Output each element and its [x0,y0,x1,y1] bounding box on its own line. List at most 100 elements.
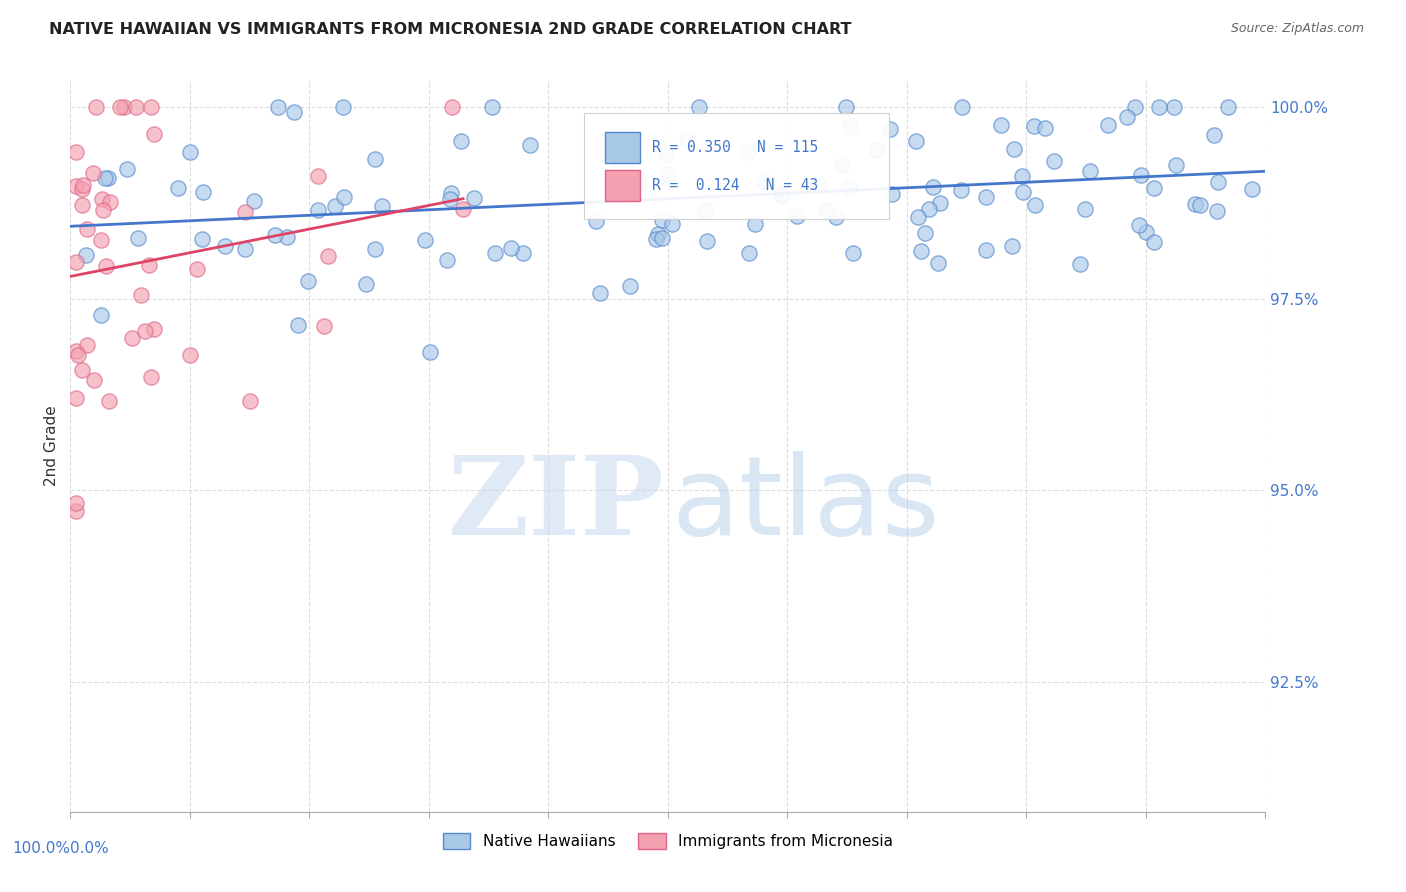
Point [179,347,201,361]
Point [91,192,114,206]
Text: atlas: atlas [672,451,941,558]
Point [914,226,936,240]
Point [1135,225,1157,239]
Point [928,196,950,211]
Point [1001,238,1024,252]
Bar [605,170,640,201]
Point [838,180,860,194]
Point [1123,100,1146,114]
Point [619,169,641,184]
Point [451,202,474,216]
Point [1024,198,1046,212]
Point [1202,128,1225,142]
Point [1143,180,1166,194]
Point [693,203,716,218]
Point [644,232,666,246]
Point [904,134,927,148]
Point [314,319,336,334]
Point [481,100,503,114]
Point [65,178,87,193]
Point [90,308,112,322]
Point [1163,100,1185,114]
Point [186,261,208,276]
Point [949,183,972,197]
Point [94,171,117,186]
Point [1097,118,1119,132]
Point [661,218,683,232]
Point [70,181,93,195]
Text: R =  0.124   N = 43: R = 0.124 N = 43 [652,178,818,193]
Point [950,100,973,114]
Point [243,194,266,208]
Point [1189,198,1212,212]
Point [283,105,305,120]
Point [1206,204,1229,219]
Point [512,245,534,260]
Point [419,345,441,359]
Point [214,238,236,252]
Point [333,190,356,204]
Point [927,255,949,269]
Point [519,137,541,152]
Point [770,188,793,202]
Point [1116,110,1139,124]
Point [66,348,89,362]
Point [76,222,98,236]
Point [1184,197,1206,211]
Point [1147,100,1170,114]
Point [143,127,166,141]
Point [65,255,87,269]
Point [267,100,290,114]
Point [82,166,104,180]
Point [76,338,98,352]
Point [65,392,87,406]
Point [737,145,759,159]
Point [287,318,309,332]
Point [439,186,461,200]
Point [97,393,120,408]
Point [307,169,329,183]
Point [72,178,94,193]
Point [125,100,148,114]
Point [879,121,901,136]
Point [70,363,93,377]
Point [585,213,607,227]
Point [1241,182,1264,196]
Point [193,185,215,199]
Text: 100.0%: 100.0% [13,841,70,856]
Point [439,192,461,206]
Point [139,100,162,114]
Point [75,248,97,262]
Point [655,147,678,161]
Point [921,180,943,194]
Point [815,203,838,218]
Point [115,161,138,176]
Point [835,100,858,114]
Point [129,288,152,302]
Point [276,229,298,244]
Point [1130,168,1153,182]
Point [918,202,941,217]
Point [98,194,121,209]
Point [167,180,190,194]
FancyBboxPatch shape [585,113,889,219]
Point [1078,163,1101,178]
Text: NATIVE HAWAIIAN VS IMMIGRANTS FROM MICRONESIA 2ND GRADE CORRELATION CHART: NATIVE HAWAIIAN VS IMMIGRANTS FROM MICRO… [49,22,852,37]
Legend: Native Hawaiians, Immigrants from Micronesia: Native Hawaiians, Immigrants from Micron… [437,827,898,855]
Point [651,212,673,227]
Point [619,279,641,293]
Point [838,120,860,134]
Point [1128,218,1150,232]
Point [307,203,329,218]
Bar [605,132,640,163]
Point [97,171,120,186]
Point [108,100,131,114]
Point [239,393,262,408]
Point [450,134,472,148]
Point [769,186,792,201]
Point [138,258,160,272]
Point [364,242,387,256]
Point [441,100,464,114]
Point [332,100,354,114]
Point [842,246,865,260]
